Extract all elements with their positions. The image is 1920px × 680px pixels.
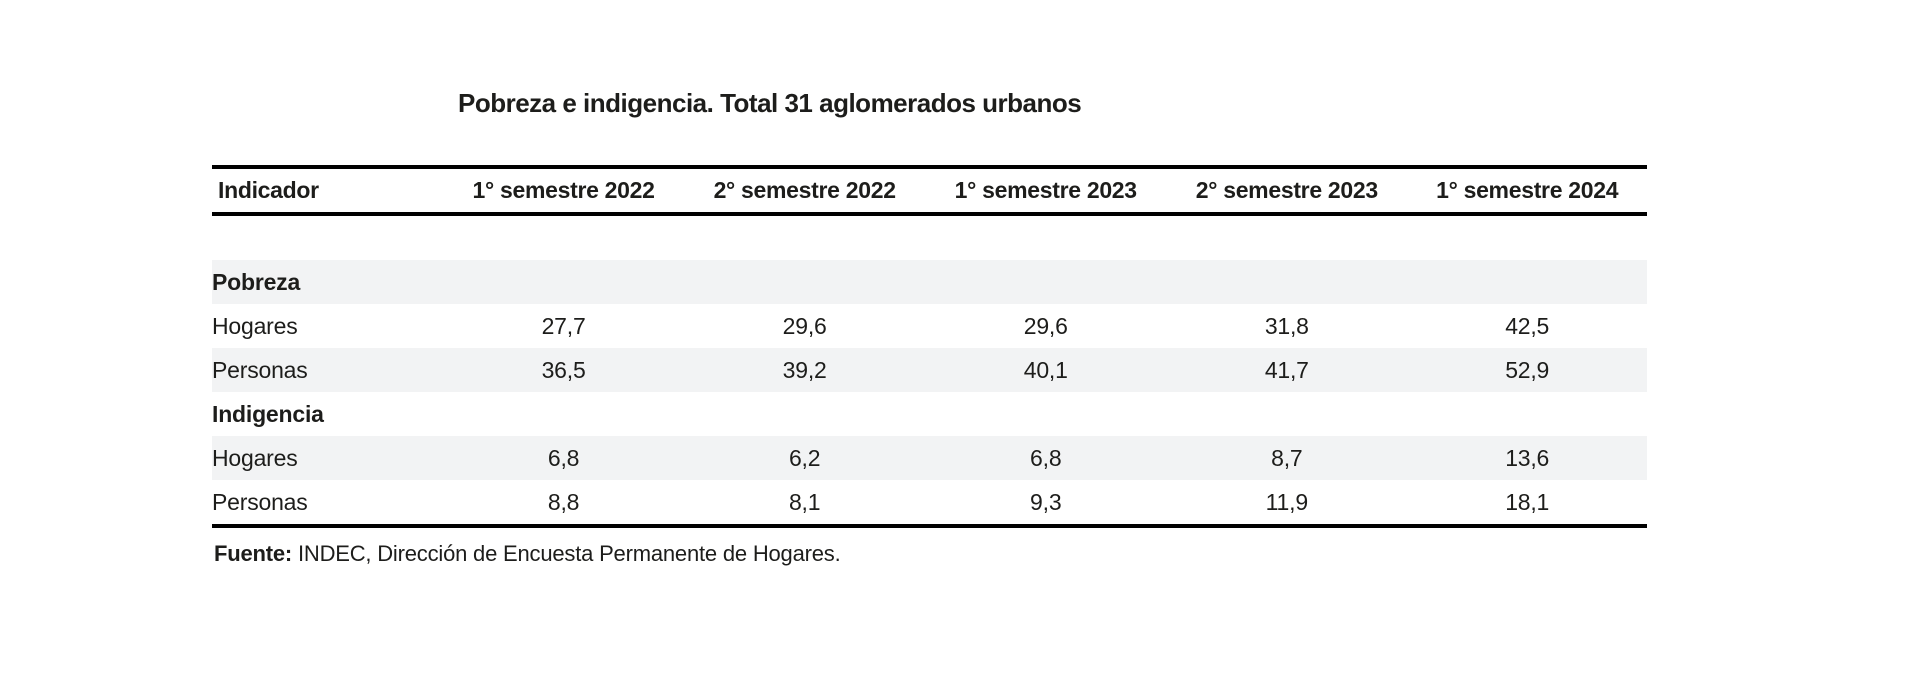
cell-value: 8,8 xyxy=(547,488,580,515)
cell-value: 41,7 xyxy=(1264,356,1309,383)
column-header-2sem-2023: 2° semestre 2023 xyxy=(1166,167,1408,216)
cell-value: 8,1 xyxy=(788,488,821,515)
column-header-indicador: Indicador xyxy=(212,167,444,216)
cell-value: 42,5 xyxy=(1505,312,1550,339)
row-label: Hogares xyxy=(212,312,298,339)
cell-value: 6,8 xyxy=(1030,444,1062,471)
cell-value: 6,2 xyxy=(788,444,821,471)
section-row-indigencia: Indigencia xyxy=(212,392,1647,436)
source-label: Fuente: xyxy=(214,541,293,566)
column-header-1sem-2024: 1° semestre 2024 xyxy=(1407,167,1647,216)
cell-value: 6,8 xyxy=(547,444,580,471)
cell-value: 36,5 xyxy=(541,356,586,383)
section-label-pobreza: Pobreza xyxy=(212,268,301,295)
table-row-pobreza-hogares: Hogares 27,7 29,6 29,6 31,8 42,5 xyxy=(212,304,1647,348)
table-row-pobreza-personas: Personas 36,5 39,2 40,1 41,7 52,9 xyxy=(212,348,1647,392)
cell-value: 18,1 xyxy=(1505,488,1550,515)
statistics-table-area: Indicador 1° semestre 2022 2° semestre 2… xyxy=(212,165,1647,567)
spacer-row xyxy=(212,214,1647,260)
column-header-2sem-2022: 2° semestre 2022 xyxy=(684,167,926,216)
row-label: Hogares xyxy=(212,444,298,471)
cell-value: 52,9 xyxy=(1505,356,1550,383)
table-row-indigencia-personas: Personas 8,8 8,1 9,3 11,9 18,1 xyxy=(212,480,1647,526)
cell-value: 31,8 xyxy=(1264,312,1309,339)
row-label: Personas xyxy=(212,488,308,515)
section-label-indigencia: Indigencia xyxy=(212,400,324,427)
source-text: INDEC, Dirección de Encuesta Permanente … xyxy=(297,541,841,566)
statistics-table: Indicador 1° semestre 2022 2° semestre 2… xyxy=(212,165,1647,528)
section-row-pobreza: Pobreza xyxy=(212,260,1647,304)
table-row-indigencia-hogares: Hogares 6,8 6,2 6,8 8,7 13,6 xyxy=(212,436,1647,480)
source-note: Fuente: INDEC, Dirección de Encuesta Per… xyxy=(214,541,1647,567)
cell-value: 39,2 xyxy=(782,356,827,383)
row-label: Personas xyxy=(212,356,308,383)
cell-value: 27,7 xyxy=(541,312,586,339)
cell-value: 40,1 xyxy=(1023,356,1068,383)
column-header-1sem-2023: 1° semestre 2023 xyxy=(925,167,1167,216)
table-title: Pobreza e indigencia. Total 31 aglomerad… xyxy=(458,88,1082,118)
header-row: Indicador 1° semestre 2022 2° semestre 2… xyxy=(212,167,1647,216)
column-header-1sem-2022: 1° semestre 2022 xyxy=(443,167,685,216)
cell-value: 8,7 xyxy=(1271,444,1303,471)
cell-value: 29,6 xyxy=(782,312,827,339)
cell-value: 13,6 xyxy=(1505,444,1550,471)
cell-value: 9,3 xyxy=(1030,488,1062,515)
cell-value: 29,6 xyxy=(1023,312,1068,339)
cell-value: 11,9 xyxy=(1265,488,1308,515)
